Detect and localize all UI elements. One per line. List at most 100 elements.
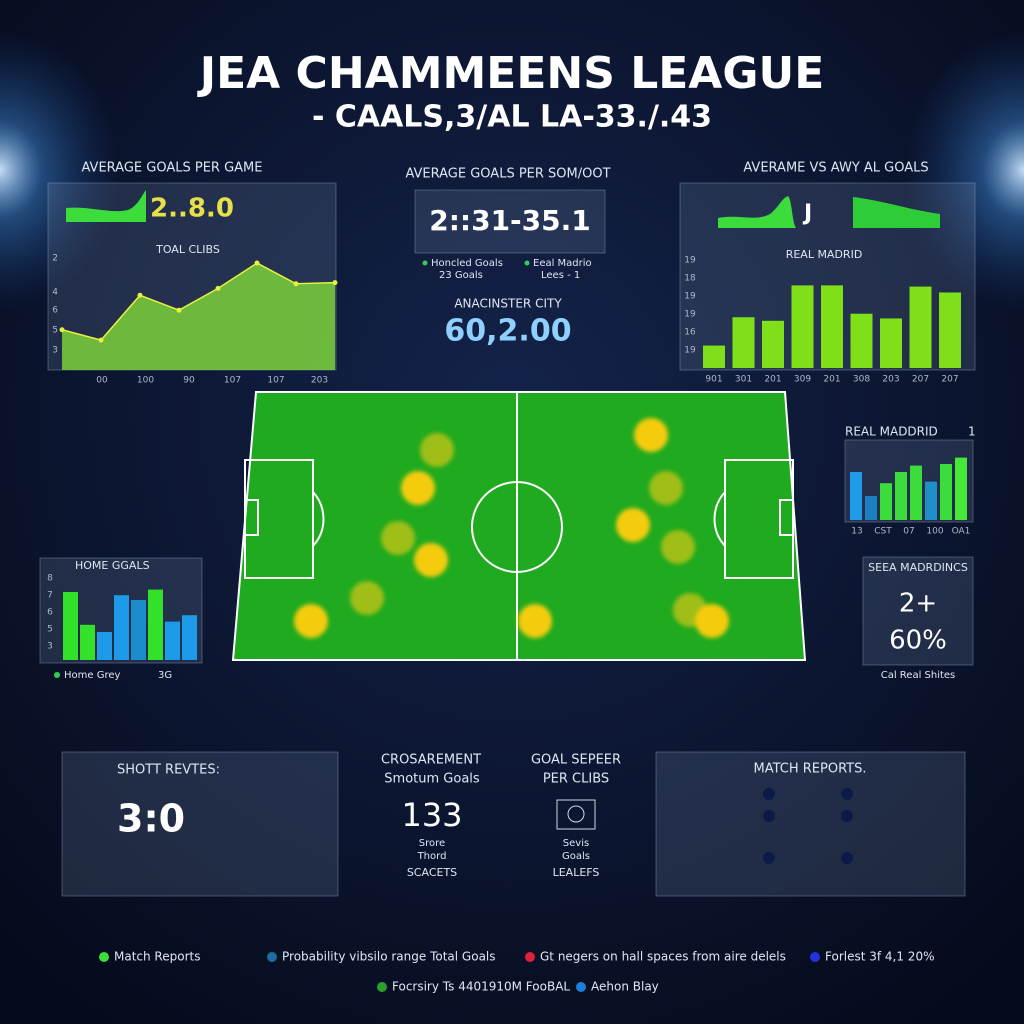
bar <box>940 464 952 520</box>
dots <box>763 788 853 864</box>
bar <box>182 615 197 660</box>
bar <box>925 481 937 520</box>
y-tick-label: 3 <box>52 346 58 356</box>
foot-label: SCACETS <box>407 866 457 879</box>
y-tick-label: 8 <box>47 574 53 584</box>
stadium-light <box>0 30 120 310</box>
sub-label: Thord <box>417 851 447 862</box>
stat-label: Smotum Goals <box>384 772 480 787</box>
stat-label: CROSAREMENT <box>381 753 481 768</box>
bar <box>114 595 129 660</box>
big-value: 2..8.0 <box>150 194 234 224</box>
y-tick-label: 7 <box>47 591 53 601</box>
panel-label: REAL MADDRID <box>845 425 938 439</box>
legend-sub: 23 Goals <box>439 270 483 281</box>
sparkline <box>853 197 940 228</box>
bar <box>80 624 95 660</box>
x-tick-label: 90 <box>183 376 195 386</box>
line <box>61 262 336 341</box>
panel-label: AVERAGE GOALS PER SOM/OOT <box>405 167 610 182</box>
x-tick-label: 00 <box>96 376 108 386</box>
point <box>215 285 221 291</box>
legend-value: 3G <box>158 670 172 681</box>
y-tick-label: 4 <box>52 288 58 298</box>
sub-label: Goals <box>562 851 590 862</box>
bar <box>165 621 180 660</box>
legend-dot <box>99 952 109 962</box>
panel <box>61 751 339 897</box>
legend-label: Honcled Goals <box>431 258 503 269</box>
big-value: 60% <box>889 626 947 656</box>
legend-label: Gt negers on hall spaces from aire delel… <box>540 950 786 964</box>
legend-dot <box>422 260 428 266</box>
legend-dot <box>810 952 820 962</box>
x-tick-label: 207 <box>941 375 958 385</box>
x-tick-label: 201 <box>764 375 781 385</box>
bar <box>850 472 862 520</box>
legend-label: Home Grey <box>64 670 121 681</box>
players <box>294 418 729 638</box>
x-tick-label: 301 <box>735 375 752 385</box>
note: Cal Real Shites <box>881 670 956 681</box>
bar <box>850 313 873 368</box>
bar <box>762 320 784 368</box>
bar <box>955 457 967 520</box>
club-value: 60,2.00 <box>444 314 571 349</box>
y-tick-label: 5 <box>52 326 58 336</box>
bar <box>791 285 814 368</box>
legend-sub: Lees - 1 <box>541 270 580 281</box>
y-tick-label: 19 <box>684 346 696 356</box>
point <box>176 307 182 313</box>
mark: J <box>802 201 812 226</box>
title: JEA CHAMMEENS LEAGUE <box>197 48 825 99</box>
chart-title: TOAL CLIBS <box>155 243 220 256</box>
big-value: 133 <box>401 796 462 834</box>
x-tick-label: 07 <box>903 527 914 537</box>
legend-dot <box>524 260 530 266</box>
point <box>332 280 338 286</box>
y-tick-label: 19 <box>684 292 696 302</box>
x-tick-label: OA1 <box>952 527 971 537</box>
legend-label: Probability vibsilo range Total Goals <box>282 950 496 964</box>
legend-dot <box>576 982 586 992</box>
x-tick-label: 13 <box>851 527 862 537</box>
legend-label: Match Reports <box>114 950 200 964</box>
bar <box>895 472 907 520</box>
bar <box>148 589 163 660</box>
x-tick-label: 203 <box>311 376 328 386</box>
x-tick-label: 309 <box>794 375 811 385</box>
stat-label: PER CLIBS <box>543 772 609 787</box>
bar <box>909 286 932 368</box>
point <box>98 337 104 343</box>
x-tick-label: 207 <box>912 375 929 385</box>
bar <box>880 483 892 520</box>
x-tick-label: 203 <box>882 375 899 385</box>
legend-label: Focrsiry Ts 4401910M FooBAL <box>392 980 570 994</box>
chart-title: REAL MADRID <box>786 248 863 261</box>
y-tick-label: 18 <box>684 274 696 284</box>
stat-label: GOAL SEPEER <box>531 753 621 768</box>
badge: 1 <box>968 425 976 439</box>
bar <box>880 318 902 368</box>
bar-chart: 13 CST 07 100 OA1 <box>850 457 971 537</box>
bar <box>939 292 961 368</box>
icon <box>567 805 585 823</box>
legend-dot <box>525 952 535 962</box>
area <box>62 263 335 370</box>
panel-label: AVERAGE GOALS PER GAME <box>82 161 263 176</box>
y-tick-label: 6 <box>47 608 53 618</box>
icon <box>556 799 596 830</box>
y-tick-label: 2 <box>52 254 58 264</box>
bar <box>732 317 755 368</box>
stadium-light <box>904 30 1024 310</box>
bar <box>703 345 725 368</box>
sub-label: Srore <box>419 838 445 849</box>
bar <box>97 632 112 660</box>
legend-label: Eeal Madrio <box>533 258 592 269</box>
panel-label: SHOTT REVTES: <box>117 763 220 778</box>
sparkline <box>66 190 146 222</box>
y-tick-label: 19 <box>684 256 696 266</box>
y-tick-label: 6 <box>52 306 58 316</box>
panel <box>844 439 974 523</box>
